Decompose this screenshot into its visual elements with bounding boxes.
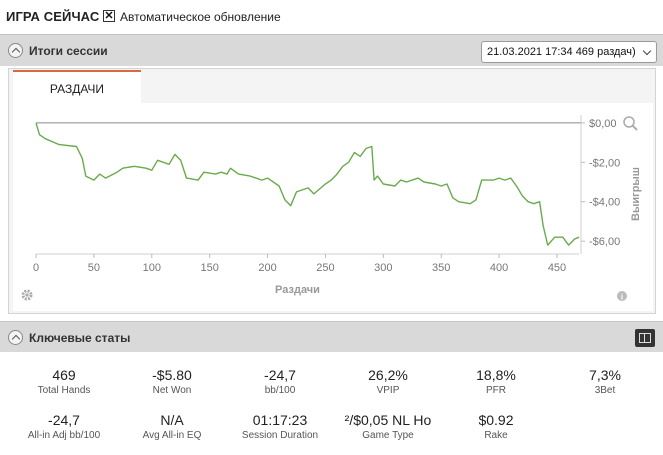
x-axis-label: Раздачи (275, 284, 320, 296)
stat-value: -24,7 (48, 412, 80, 428)
x-tick-label: 350 (432, 262, 450, 274)
stat-total-hands: 469 Total Hands (9, 367, 119, 396)
stat-vpip: 26,2% VPIP (333, 367, 443, 396)
gear-icon-hub (25, 293, 29, 297)
stat-3bet: 7,3% 3Bet (550, 367, 660, 396)
stat-value: 01:17:23 (252, 412, 308, 428)
y-tick-label: -$2,00 (589, 157, 620, 169)
stat-allin-adj-bb100: -24,7 All-in Adj bb/100 (9, 412, 119, 441)
x-tick-label: 100 (143, 262, 161, 274)
stat-label: All-in Adj bb/100 (27, 430, 101, 441)
stat-label: Session Duration (241, 430, 319, 441)
stat-value: N/A (160, 412, 184, 428)
x-tick-label: 250 (316, 262, 334, 274)
stat-label: Rake (484, 430, 508, 441)
x-tick-label: 450 (548, 262, 566, 274)
gear-icon (21, 289, 33, 301)
x-tick-label: 50 (88, 262, 100, 274)
stat-avg-allin-eq: N/A Avg All-in EQ (117, 412, 227, 441)
chevron-up-icon[interactable] (8, 330, 23, 345)
stat-value: -24,7 (264, 367, 296, 383)
stat-label: Game Type (362, 430, 414, 441)
chevron-down-icon (642, 46, 652, 56)
session-title: Итоги сессии (29, 44, 108, 58)
stat-label: bb/100 (264, 385, 296, 396)
stat-value: ²/$0,05 NL Ho (344, 412, 432, 428)
stat-value: 7,3% (589, 367, 621, 383)
key-stats: 469 Total Hands -$5.80 Net Won -24,7 bb/… (0, 352, 663, 455)
stat-pfr: 18,8% PFR (441, 367, 551, 396)
magnifier-icon (623, 116, 635, 128)
top-bar: ИГРА СЕЙЧАС ✕ Автоматическое обновление (0, 0, 663, 34)
session-select-value: 21.03.2021 17:34 469 раздач) (487, 46, 636, 58)
auto-update-checkbox[interactable]: ✕ (103, 10, 115, 22)
session-select[interactable]: 21.03.2021 17:34 469 раздач) (481, 41, 657, 63)
winnings-chart: 0 50 100 150 200 250 300 350 400 450 $0,00 -$2,00 -$… (21, 115, 642, 302)
stat-session-duration: 01:17:23 Session Duration (225, 412, 335, 441)
stat-value: 469 (52, 367, 76, 383)
page-title: ИГРА СЕЙЧАС (6, 9, 100, 24)
x-tick-label: 200 (258, 262, 276, 274)
session-header: Итоги сессии 21.03.2021 17:34 469 раздач… (0, 34, 663, 66)
stat-label: Total Hands (37, 385, 91, 396)
x-tick-label: 150 (200, 262, 218, 274)
x-tick-label: 0 (33, 262, 39, 274)
chart-panel: РАЗДАЧИ 0 50 100 150 200 250 300 350 400 450 $0,00… (8, 68, 656, 314)
auto-update-label[interactable]: Автоматическое обновление (120, 10, 281, 24)
stat-label: Avg All-in EQ (142, 430, 202, 441)
stat-label: Net Won (152, 385, 192, 396)
stat-bb100: -24,7 bb/100 (225, 367, 335, 396)
chart-area: 0 50 100 150 200 250 300 350 400 450 $0,00 -$2,00 -$… (13, 103, 653, 311)
stat-value: 26,2% (368, 367, 408, 383)
info-icon-glyph: i (621, 293, 623, 302)
key-stats-title: Ключевые статы (29, 331, 131, 345)
stat-label: VPIP (376, 385, 400, 396)
stat-net-won: -$5.80 Net Won (117, 367, 227, 396)
stat-rake: $0.92 Rake (441, 412, 551, 441)
magnifier-icon-handle (632, 125, 638, 131)
y-tick-label: $0,00 (589, 118, 617, 130)
tab-hands[interactable]: РАЗДАЧИ (13, 70, 141, 103)
stat-value: -$5.80 (152, 367, 192, 383)
grid-icon[interactable] (635, 329, 655, 347)
chevron-up-icon[interactable] (8, 43, 23, 58)
x-tick-label: 400 (490, 262, 508, 274)
info-icon (617, 291, 627, 301)
stat-value: 18,8% (476, 367, 516, 383)
y-tick-label: -$4,00 (589, 197, 620, 209)
series-line (35, 122, 580, 246)
stat-value: $0.92 (478, 412, 514, 428)
key-stats-header: Ключевые статы (0, 321, 663, 353)
stat-game-type: ²/$0,05 NL Ho Game Type (333, 412, 443, 441)
y-axis-label: Выигрыш (630, 167, 642, 221)
y-tick-label: -$6,00 (589, 236, 620, 248)
x-tick-label: 300 (374, 262, 392, 274)
stat-label: PFR (486, 385, 506, 396)
stat-label: 3Bet (594, 385, 616, 396)
